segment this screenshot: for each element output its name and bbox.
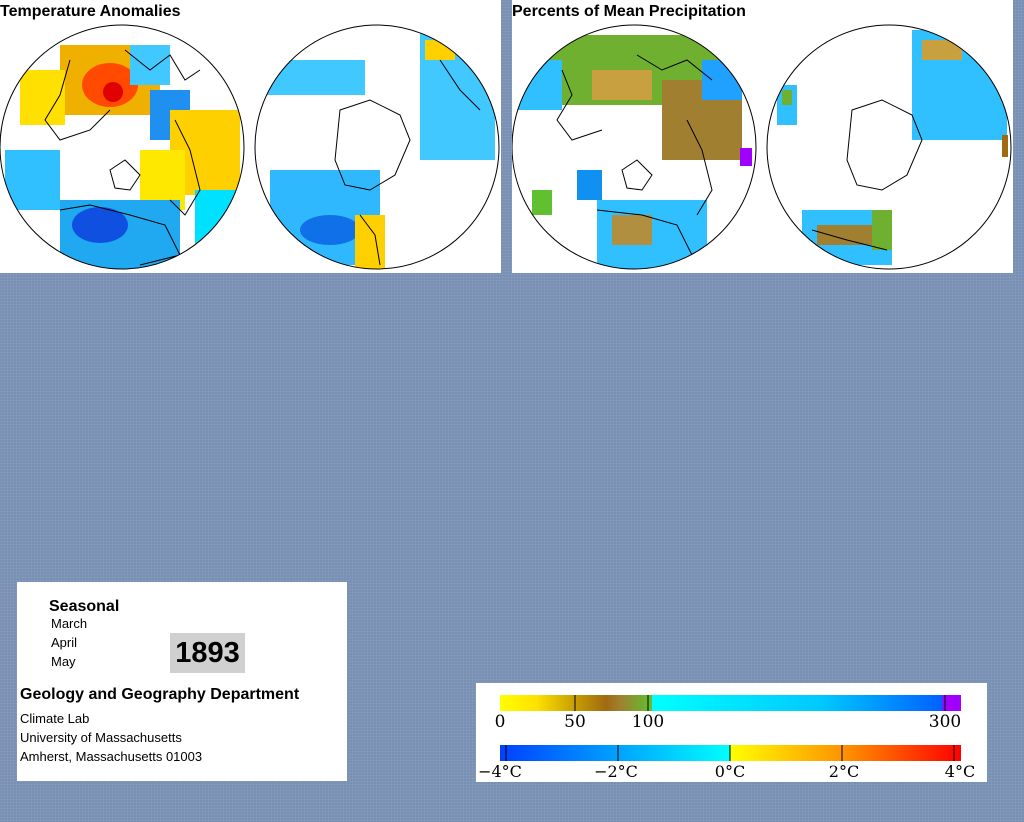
year-display: 1893	[170, 633, 245, 673]
temperature-northern-hemisphere-map	[0, 25, 244, 269]
precipitation-northern-hemisphere-map	[512, 25, 756, 269]
temperature-tick-label: 4°C	[945, 762, 975, 781]
month-label: March	[51, 616, 88, 631]
precipitation-globes	[512, 24, 1012, 270]
legend-box: 0 50 100 300 −4°C −2°C 0°C 2°C 4°C	[476, 683, 987, 782]
temperature-panel-title: Temperature Anomalies	[0, 2, 183, 22]
temperature-anomalies-panel: Temperature Anomalies	[0, 0, 501, 273]
precipitation-tick-label: 100	[632, 712, 664, 732]
precipitation-southern-hemisphere-map	[767, 25, 1011, 269]
precipitation-tick-label: 300	[929, 712, 961, 732]
month-label: May	[51, 654, 76, 669]
precipitation-tick-label: 50	[564, 712, 586, 732]
temperature-tick-label: 2°C	[829, 762, 859, 781]
temperature-tick-label: −4°C	[478, 762, 522, 781]
precipitation-panel: Percents of Mean Precipitation	[512, 0, 1013, 273]
address-line: Climate Lab	[20, 711, 90, 726]
season-label: Seasonal	[49, 598, 120, 615]
address-line: University of Massachusetts	[20, 730, 182, 745]
department-name: Geology and Geography Department	[20, 686, 300, 703]
temperature-tick-label: 0°C	[715, 762, 745, 781]
precipitation-tick-label: 0	[495, 712, 506, 732]
temperature-southern-hemisphere-map	[255, 25, 499, 269]
temperature-tick-label: −2°C	[594, 762, 638, 781]
month-label: April	[51, 635, 78, 650]
precipitation-color-bar	[500, 695, 961, 711]
color-scales: 0 50 100 300 −4°C −2°C 0°C 2°C 4°C	[478, 695, 975, 781]
temperature-globes	[0, 24, 500, 270]
info-box: Seasonal March April May 1893 Geology an…	[17, 582, 347, 781]
address-line: Amherst, Massachusetts 01003	[20, 749, 203, 764]
precipitation-panel-title: Percents of Mean Precipitation	[512, 2, 748, 22]
